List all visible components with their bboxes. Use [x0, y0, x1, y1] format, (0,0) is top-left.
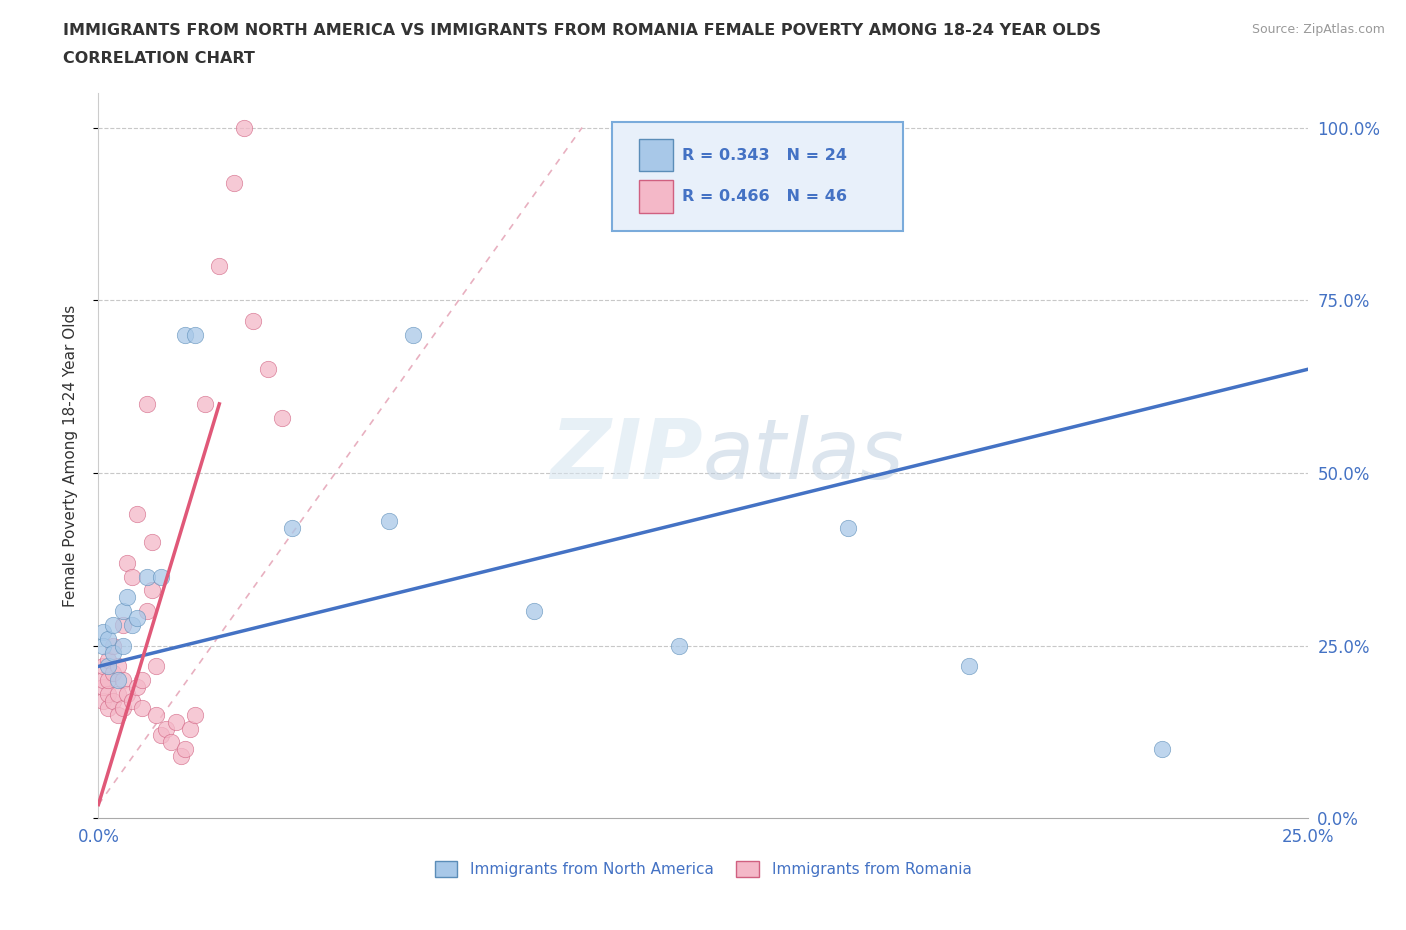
Point — [91, 638, 114, 653]
Text: R = 0.343   N = 24: R = 0.343 N = 24 — [682, 148, 848, 163]
Point — [97, 631, 120, 646]
Point — [1152, 742, 1174, 757]
Point — [101, 638, 124, 653]
Point — [111, 618, 134, 632]
Point — [121, 618, 143, 632]
Point — [101, 618, 124, 632]
Point — [117, 590, 139, 604]
Point — [111, 700, 134, 715]
Point — [242, 313, 264, 328]
Point — [107, 659, 129, 674]
Point — [141, 583, 163, 598]
Point — [121, 569, 143, 584]
Point — [135, 569, 157, 584]
Text: ZIP: ZIP — [550, 415, 703, 497]
Text: atlas: atlas — [703, 415, 904, 497]
Point — [91, 672, 114, 687]
Point — [97, 652, 120, 667]
Point — [402, 327, 425, 342]
Point — [837, 521, 859, 536]
Point — [135, 604, 157, 618]
Point — [127, 507, 149, 522]
Point — [232, 120, 254, 135]
Point — [957, 659, 980, 674]
Point — [107, 708, 129, 723]
Point — [281, 521, 304, 536]
Bar — [638, 139, 673, 171]
Point — [117, 686, 139, 701]
Point — [91, 680, 114, 695]
Point — [97, 686, 120, 701]
Point — [194, 396, 217, 411]
Point — [184, 327, 207, 342]
Point — [97, 700, 120, 715]
Point — [91, 659, 114, 674]
Point — [111, 604, 134, 618]
Point — [107, 672, 129, 687]
Point — [135, 396, 157, 411]
Point — [169, 749, 191, 764]
Point — [668, 638, 690, 653]
Point — [131, 700, 153, 715]
Point — [141, 535, 163, 550]
Point — [111, 672, 134, 687]
Point — [101, 694, 124, 709]
Text: R = 0.466   N = 46: R = 0.466 N = 46 — [682, 189, 848, 205]
Point — [101, 666, 124, 681]
Point — [111, 638, 134, 653]
Point — [377, 514, 399, 529]
Point — [184, 708, 207, 723]
Point — [174, 327, 197, 342]
Point — [121, 694, 143, 709]
Point — [91, 624, 114, 639]
Point — [179, 721, 201, 736]
Point — [271, 410, 294, 425]
Point — [145, 659, 167, 674]
Point — [523, 604, 546, 618]
Point — [256, 362, 278, 377]
Y-axis label: Female Poverty Among 18-24 Year Olds: Female Poverty Among 18-24 Year Olds — [63, 305, 77, 607]
Point — [97, 672, 120, 687]
FancyBboxPatch shape — [613, 122, 903, 231]
Point — [131, 672, 153, 687]
Point — [155, 721, 177, 736]
Point — [107, 686, 129, 701]
Point — [160, 735, 183, 750]
Point — [127, 611, 149, 626]
Point — [127, 680, 149, 695]
Point — [150, 728, 173, 743]
Bar — [638, 180, 673, 213]
Point — [208, 259, 231, 273]
Point — [101, 645, 124, 660]
Text: IMMIGRANTS FROM NORTH AMERICA VS IMMIGRANTS FROM ROMANIA FEMALE POVERTY AMONG 18: IMMIGRANTS FROM NORTH AMERICA VS IMMIGRA… — [63, 23, 1101, 38]
Point — [174, 742, 197, 757]
Text: CORRELATION CHART: CORRELATION CHART — [63, 51, 254, 66]
Text: Source: ZipAtlas.com: Source: ZipAtlas.com — [1251, 23, 1385, 36]
Legend: Immigrants from North America, Immigrants from Romania: Immigrants from North America, Immigrant… — [429, 855, 977, 884]
Point — [150, 569, 173, 584]
Point — [117, 555, 139, 570]
Point — [91, 694, 114, 709]
Point — [165, 714, 187, 729]
Point — [222, 176, 245, 191]
Point — [145, 708, 167, 723]
Point — [97, 659, 120, 674]
